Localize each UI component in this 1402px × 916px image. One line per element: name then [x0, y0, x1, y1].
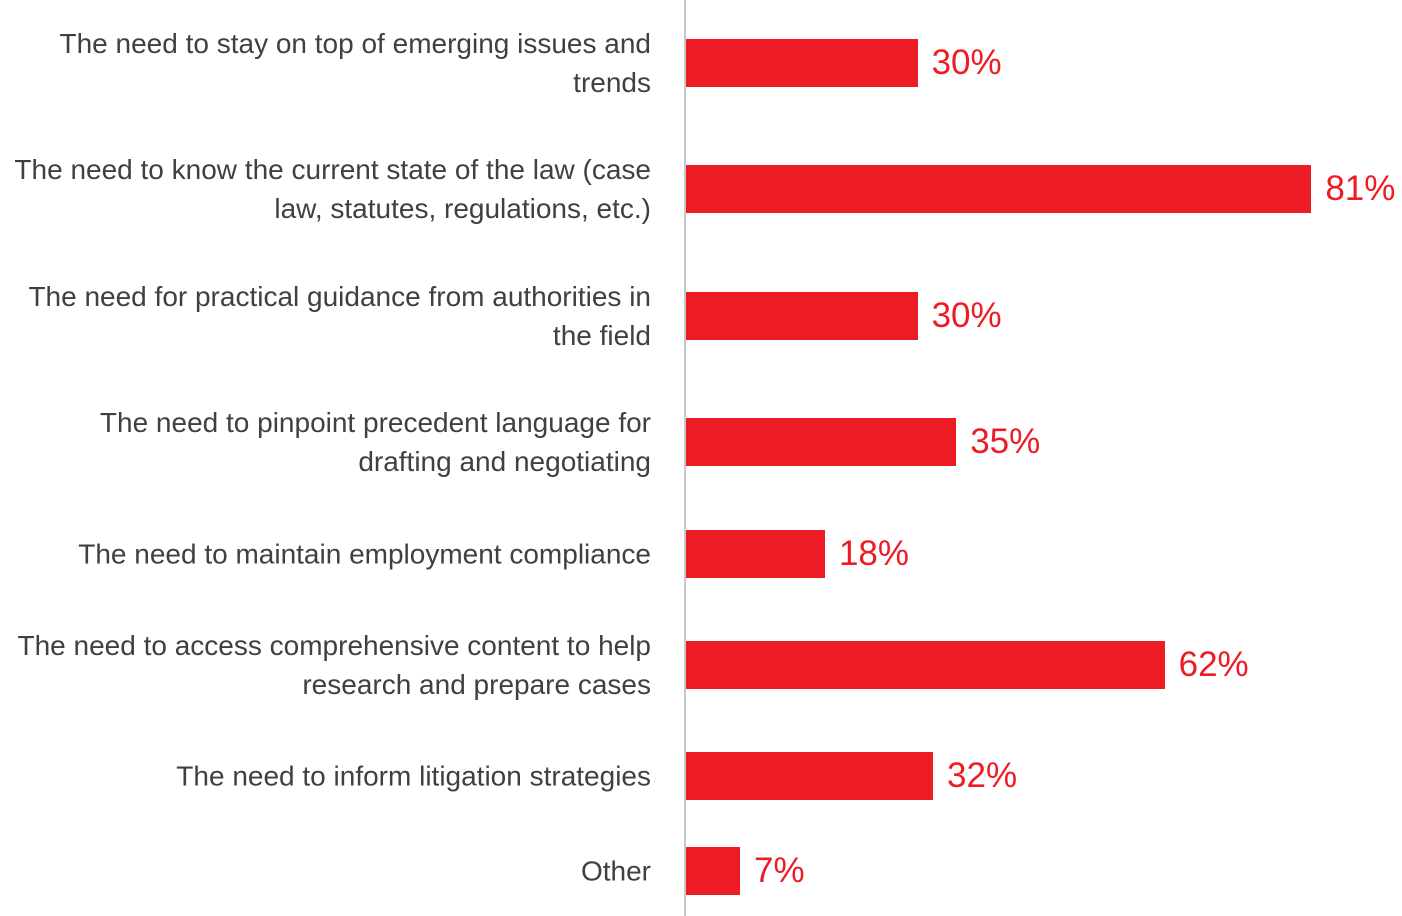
data-label: 30% [931, 296, 1002, 335]
data-label: 35% [970, 422, 1041, 461]
bar [686, 292, 918, 340]
category-label: The need to maintain employment complian… [78, 538, 651, 570]
category-label: Other [580, 855, 651, 887]
axis-line [684, 0, 686, 916]
data-label: 18% [838, 534, 910, 573]
bar [686, 165, 1312, 213]
bar [686, 847, 741, 895]
category-label: The need for practical guidance from aut… [28, 281, 651, 351]
data-label: 7% [754, 851, 805, 890]
category-label: The need to pinpoint precedent language … [99, 407, 651, 477]
data-label: 30% [931, 43, 1002, 82]
category-label: The need to inform litigation strategies [176, 760, 651, 792]
bar [686, 530, 825, 578]
bar [686, 752, 934, 800]
category-label: The need to stay on top of emerging issu… [59, 28, 652, 98]
bar [686, 641, 1165, 689]
category-label: The need to access comprehensive content… [17, 630, 652, 700]
data-label: 62% [1178, 645, 1249, 684]
data-label: 81% [1325, 169, 1396, 208]
data-label: 32% [947, 756, 1018, 795]
category-label: The need to know the current state of th… [14, 154, 651, 224]
bar [686, 39, 918, 87]
bar [686, 418, 957, 466]
